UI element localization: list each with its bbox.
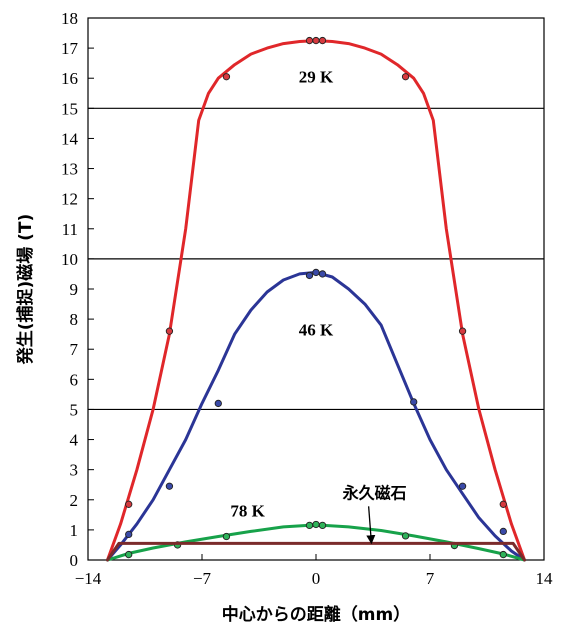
y-tick-label: 13 <box>61 160 78 179</box>
series-line-0 <box>106 39 526 562</box>
series-1-point <box>458 482 467 490</box>
y-tick-label: 7 <box>70 340 79 359</box>
series-1-point <box>214 399 222 408</box>
y-tick-label: 4 <box>70 431 79 450</box>
series-2-point <box>125 550 133 559</box>
series-0-point <box>458 327 467 335</box>
x-tick-label: −14 <box>75 569 102 588</box>
series-0-point <box>499 500 507 508</box>
x-tick-label: 14 <box>536 569 554 588</box>
series-1-point <box>305 271 314 280</box>
series-1-point <box>165 482 174 490</box>
annotation-layer: 29 K 46 K 78 K 永久磁石 <box>230 68 407 545</box>
series-0-point <box>312 36 320 45</box>
x-axis-label: 中心からの距離（mm） <box>222 604 410 625</box>
y-tick-label: 14 <box>61 129 79 148</box>
series-annotation-label: 46 K <box>299 321 334 340</box>
y-tick-label: 8 <box>70 310 79 329</box>
series-2-point <box>312 520 320 529</box>
y-tick-label: 17 <box>61 39 79 58</box>
series-1-point <box>499 527 507 536</box>
x-tick-label: 0 <box>312 569 321 588</box>
series-annotation-label: 29 K <box>299 68 334 87</box>
y-tick-label: 0 <box>70 551 79 570</box>
y-tick-label: 5 <box>70 400 79 419</box>
y-tick-label: 12 <box>61 190 78 209</box>
y-tick-label: 9 <box>70 280 79 299</box>
series-2-point <box>305 521 314 530</box>
series-0-point <box>165 327 174 335</box>
y-axis-label: 発生(捕捉)磁場 (T) <box>15 214 36 366</box>
y-tick-label: 3 <box>70 461 79 480</box>
y-tick-label: 2 <box>70 491 79 510</box>
plot-frame <box>87 17 545 561</box>
series-1-point <box>125 530 133 539</box>
y-tick-label: 15 <box>61 99 78 118</box>
series-0-point <box>318 36 327 45</box>
series-0-point <box>222 73 231 81</box>
y-tick-label: 10 <box>61 250 78 269</box>
series-layer <box>106 36 526 562</box>
series-1-point <box>312 268 320 277</box>
series-2-point <box>222 532 231 541</box>
series-0-point <box>305 36 314 45</box>
y-tick-label: 18 <box>61 9 78 28</box>
series-2-point <box>401 532 410 540</box>
series-0-point <box>125 500 133 508</box>
y-tick-label: 1 <box>70 521 79 540</box>
series-line-1 <box>106 270 526 562</box>
x-tick-label: 7 <box>426 569 435 588</box>
series-annotation-label: 永久磁石 <box>342 483 407 502</box>
y-tick-label: 16 <box>61 69 78 88</box>
y-tick-label: 6 <box>70 370 79 389</box>
series-annotation-label: 78 K <box>230 501 265 520</box>
series-1-point <box>318 270 327 278</box>
series-0-point <box>401 73 410 81</box>
series-line-3 <box>106 541 526 562</box>
reference-lines <box>88 107 544 411</box>
series-2-point <box>318 521 327 530</box>
x-tick-label: −7 <box>193 569 212 588</box>
series-2-point <box>499 550 507 559</box>
annotation-arrow <box>366 506 376 545</box>
series-1-point <box>410 398 418 406</box>
y-tick-label: 11 <box>62 220 78 239</box>
